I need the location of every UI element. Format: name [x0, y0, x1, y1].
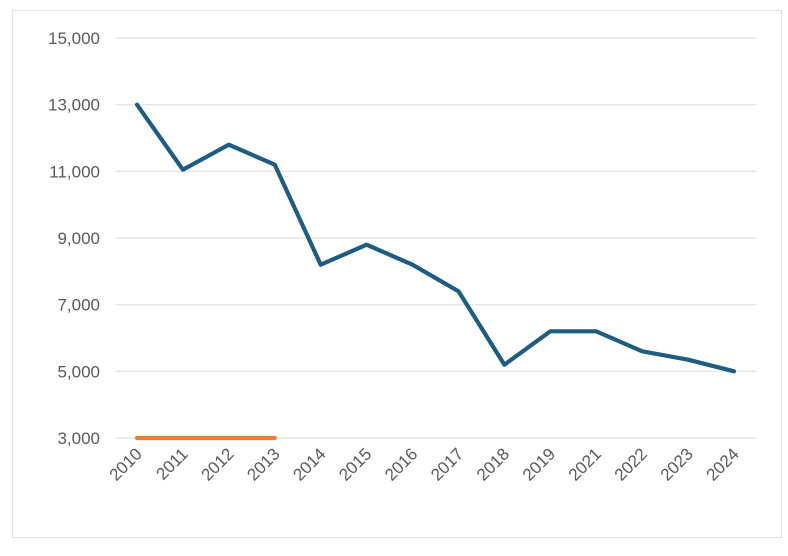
y-tick-label: 15,000 — [48, 29, 100, 48]
x-tick-label: 2022 — [611, 444, 651, 484]
gridlines — [116, 37, 756, 439]
y-tick-label: 3,000 — [57, 429, 100, 448]
x-tick-label: 2018 — [473, 444, 513, 484]
x-tick-label: 2013 — [243, 444, 283, 484]
x-tick-label: 2012 — [197, 444, 237, 484]
x-tick-label: 2021 — [565, 444, 605, 484]
y-tick-label: 7,000 — [57, 296, 100, 315]
x-tick-label: 2011 — [152, 444, 191, 483]
y-tick-label: 13,000 — [48, 96, 100, 115]
y-tick-label: 5,000 — [57, 362, 100, 381]
x-tick-label: 2017 — [427, 444, 467, 484]
x-tick-label: 2010 — [106, 444, 146, 484]
series-lines — [134, 102, 737, 441]
x-axis-ticks: 2010 2011 2012 2013 2014 2015 2016 2017 2018 2019… — [106, 444, 743, 484]
y-tick-label: 11,000 — [49, 162, 100, 181]
x-tick-label: 2015 — [335, 444, 375, 484]
series-line-1 — [134, 102, 737, 374]
x-tick-label: 2014 — [289, 444, 329, 484]
y-tick-label: 9,000 — [57, 229, 100, 248]
chart-frame — [12, 10, 782, 538]
x-tick-label: 2019 — [519, 444, 559, 484]
y-axis-ticks: 3,000 5,000 7,000 9,000 11,000 13,000 15,000 — [48, 29, 100, 448]
x-tick-label: 2023 — [657, 444, 697, 484]
x-tick-label: 2016 — [381, 444, 421, 484]
x-tick-label: 2024 — [703, 444, 743, 484]
